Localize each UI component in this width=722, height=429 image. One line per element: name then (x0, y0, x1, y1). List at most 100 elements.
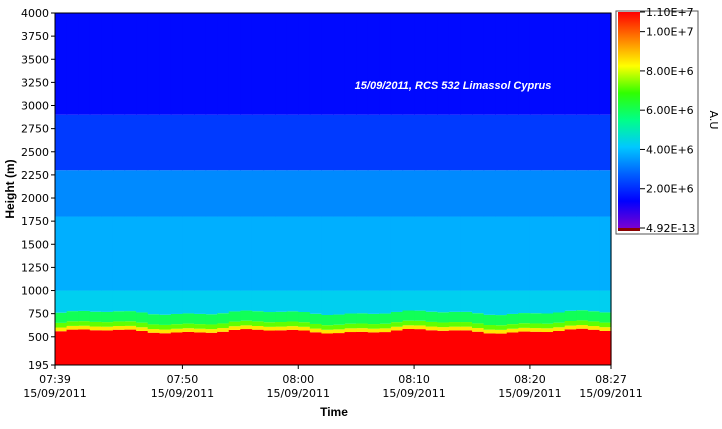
heatmap-cell (564, 320, 577, 326)
heatmap-cell (541, 332, 554, 365)
heatmap-cell (275, 311, 288, 323)
heatmap-cell (263, 13, 276, 115)
heatmap-cell (483, 290, 496, 315)
heatmap-cell (55, 170, 68, 217)
heatmap-cell (425, 170, 438, 217)
heatmap-cell (576, 216, 589, 291)
y-tick-label: 1750 (21, 215, 49, 228)
heatmap-cell (89, 13, 102, 115)
heatmap-cell (309, 290, 323, 314)
y-tick-label: 2500 (21, 146, 49, 159)
heatmap-cell (518, 290, 531, 314)
heatmap-cell (89, 216, 102, 291)
heatmap-cell (251, 311, 265, 322)
heatmap-cell (101, 13, 114, 115)
chart-annotation: 15/09/2011, RCS 532 Limassol Cyprus (355, 80, 552, 92)
heatmap-cell (240, 13, 253, 115)
heatmap-cell (599, 170, 612, 217)
heatmap-cell (89, 114, 102, 171)
heatmap-cell (101, 326, 114, 331)
heatmap-cell (333, 314, 346, 325)
heatmap-cell (402, 325, 415, 329)
heatmap-cell (286, 290, 299, 312)
heatmap-cell (576, 328, 589, 365)
heatmap-cell (541, 323, 554, 329)
heatmap-cell (402, 13, 415, 115)
heatmap-cell (390, 311, 404, 323)
colorbar-tick-label: 8.00E+6 (646, 65, 694, 78)
heatmap-cell (448, 330, 462, 365)
heatmap-cell (194, 324, 207, 329)
heatmap-plot (55, 13, 612, 365)
x-tick-time: 07:39 (39, 373, 71, 386)
heatmap-cell (66, 325, 79, 330)
heatmap-cell (367, 328, 380, 333)
heatmap-cell (136, 114, 149, 171)
heatmap-cell (356, 13, 369, 115)
heatmap-cell (506, 170, 519, 217)
heatmap-cell (309, 13, 323, 115)
heatmap-cell (205, 332, 218, 365)
heatmap-cell (101, 170, 114, 217)
heatmap-cell (564, 170, 577, 217)
heatmap-cell (78, 310, 91, 322)
heatmap-cell (101, 216, 114, 291)
heatmap-cell (298, 312, 311, 323)
heatmap-cell (460, 170, 473, 217)
heatmap-cell (170, 328, 184, 333)
heatmap-cell (437, 330, 450, 365)
heatmap-cell (414, 329, 427, 365)
heatmap-cell (182, 13, 195, 115)
heatmap-cell (217, 170, 230, 217)
heatmap-cell (78, 114, 91, 171)
heatmap-cell (112, 326, 126, 330)
heatmap-cell (472, 216, 485, 291)
colorbar: 1.10E+7 1.00E+7 8.00E+6 6.00E+6 4.00E+6 2.00E… (615, 6, 720, 235)
heatmap-cell (147, 170, 160, 217)
heatmap-cell (240, 325, 253, 330)
heatmap-cell (564, 216, 577, 291)
heatmap-cell (240, 310, 253, 321)
heatmap-cell (460, 290, 473, 312)
heatmap-cell (506, 313, 519, 325)
heatmap-cell (344, 328, 357, 333)
heatmap-cell (66, 114, 79, 171)
heatmap-cell (529, 170, 543, 217)
heatmap-cell (599, 114, 612, 171)
heatmap-cell (228, 311, 241, 322)
heatmap-cell (159, 170, 172, 217)
heatmap-cell (78, 290, 91, 311)
heatmap-cell (564, 13, 577, 115)
heatmap-cell (333, 333, 346, 365)
heatmap-cell (251, 170, 265, 217)
heatmap-cell (390, 326, 404, 331)
x-tick-time: 07:50 (167, 373, 199, 386)
heatmap-cell (518, 331, 531, 365)
heatmap-cell (333, 216, 346, 291)
heatmap-cell (147, 329, 160, 333)
heatmap-cell (564, 290, 577, 311)
heatmap-cell (263, 330, 276, 365)
heatmap-cell (414, 216, 427, 291)
heatmap-cell (495, 290, 508, 316)
heatmap-cell (124, 329, 137, 365)
heatmap-cell (553, 312, 566, 323)
heatmap-cell (298, 290, 311, 313)
heatmap-cell (147, 114, 160, 171)
heatmap-cell (379, 13, 392, 115)
x-tick-date: 15/09/2011 (151, 387, 214, 400)
heatmap-cell (402, 114, 415, 171)
y-tick-label: 2000 (21, 192, 49, 205)
heatmap-cell (205, 329, 218, 333)
heatmap-cell (529, 114, 543, 171)
y-tick-label: 1250 (21, 261, 49, 274)
heatmap-cell (576, 13, 589, 115)
heatmap-cell (379, 313, 392, 324)
heatmap-cell (240, 216, 253, 291)
y-axis-title: Height (m) (3, 159, 17, 218)
heatmap-cell (402, 310, 415, 321)
heatmap-cell (66, 321, 79, 326)
heatmap-cell (344, 332, 357, 365)
heatmap-cell (263, 114, 276, 171)
heatmap-cell (217, 290, 230, 314)
